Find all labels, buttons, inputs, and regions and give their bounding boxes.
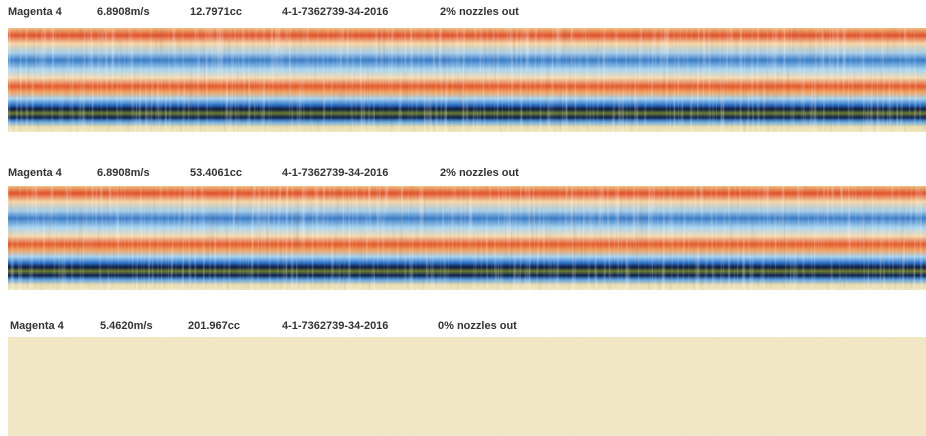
panel-header: Magenta 4 5.4620m/s 201.967cc 4-1-736273… — [10, 320, 517, 332]
scan-image — [8, 337, 926, 436]
scan-image — [8, 186, 926, 290]
speed-label: 6.8908m/s — [97, 167, 150, 179]
panel: Magenta 4 6.8908m/s 12.7971cc 4-1-736273… — [8, 6, 926, 132]
panel-header: Magenta 4 6.8908m/s 12.7971cc 4-1-736273… — [8, 6, 519, 18]
volume-label: 53.4061cc — [190, 167, 242, 179]
volume-label: 12.7971cc — [190, 6, 242, 18]
id-label: 4-1-7362739-34-2016 — [282, 6, 388, 18]
speed-label: 5.4620m/s — [100, 320, 153, 332]
volume-label: 201.967cc — [188, 320, 240, 332]
nozzle-label: 2% nozzles out — [440, 167, 519, 179]
panel: Magenta 4 6.8908m/s 53.4061cc 4-1-736273… — [8, 167, 926, 290]
id-label: 4-1-7362739-34-2016 — [282, 167, 388, 179]
channel-label: Magenta 4 — [10, 320, 65, 332]
scan-image — [8, 28, 926, 132]
panel-header: Magenta 4 6.8908m/s 53.4061cc 4-1-736273… — [8, 167, 519, 179]
speed-label: 6.8908m/s — [97, 6, 150, 18]
id-label: 4-1-7362739-34-2016 — [282, 320, 388, 332]
channel-label: Magenta 4 — [8, 167, 63, 179]
channel-label: Magenta 4 — [8, 6, 63, 18]
nozzle-label: 0% nozzles out — [438, 320, 517, 332]
scan-page: Magenta 4 6.8908m/s 12.7971cc 4-1-736273… — [0, 0, 926, 436]
panel: Magenta 4 5.4620m/s 201.967cc 4-1-736273… — [8, 320, 926, 436]
nozzle-label: 2% nozzles out — [440, 6, 519, 18]
